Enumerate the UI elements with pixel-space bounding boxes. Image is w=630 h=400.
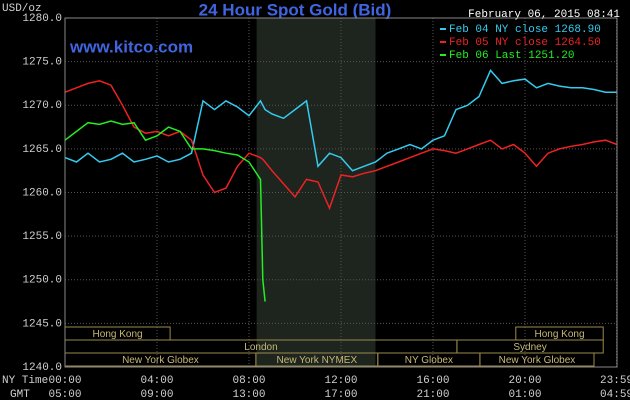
- session-label: New York Globex: [499, 355, 576, 366]
- y-tick-label: 1265.0: [22, 144, 62, 156]
- session-label: London: [244, 342, 277, 353]
- x2-tick-label: 17:00: [324, 389, 357, 400]
- session-label: Hong Kong: [93, 329, 143, 340]
- y-tick-label: 1250.0: [22, 275, 62, 287]
- x2-tick-label: 13:00: [232, 389, 265, 400]
- y-tick-label: 1270.0: [22, 100, 62, 112]
- series-line: [64, 69, 617, 172]
- x-tick-label: 12:00: [324, 375, 357, 387]
- x2-tick-label: 04:59: [600, 389, 630, 400]
- session-box: [479, 352, 595, 367]
- x2-tick-label: 01:00: [508, 389, 541, 400]
- x2-tick-label: 09:00: [140, 389, 173, 400]
- x-tick-label: 04:00: [140, 375, 173, 387]
- y-tick-label: 1255.0: [22, 231, 62, 243]
- y-unit-label: USD/oz: [2, 3, 42, 15]
- watermark: www.kitco.com: [69, 37, 193, 56]
- chart-title: 24 Hour Spot Gold (Bid): [199, 0, 392, 19]
- x-tick-label: 08:00: [232, 375, 265, 387]
- x-tick-label: 16:00: [416, 375, 449, 387]
- y-tick-label: 1245.0: [22, 318, 62, 330]
- session-label: Sydney: [513, 342, 546, 353]
- session-label: New York Globex: [122, 355, 199, 366]
- x-axis-label: NY Time: [2, 375, 48, 387]
- y-tick-label: 1260.0: [22, 187, 62, 199]
- x2-axis-label: GMT: [10, 389, 30, 400]
- session-label: NY Globex: [405, 355, 453, 366]
- x-tick-label: 20:00: [508, 375, 541, 387]
- x2-tick-label: 21:00: [416, 389, 449, 400]
- series-line: [64, 120, 266, 302]
- y-tick-label: 1240.0: [22, 362, 62, 374]
- legend-label: Feb 05 NY close 1264.50: [449, 37, 601, 49]
- x2-tick-label: 05:00: [48, 389, 81, 400]
- x-tick-label: 00:00: [48, 375, 81, 387]
- y-tick-label: 1280.0: [22, 13, 62, 25]
- date-label: February 06, 2015 08:41: [468, 9, 620, 21]
- plot-border: [64, 17, 618, 368]
- session-label: Hong Kong: [534, 329, 584, 340]
- shaded-band: [256, 18, 376, 367]
- y-tick-label: 1275.0: [22, 57, 62, 69]
- legend-label: Feb 04 NY close 1268.90: [449, 24, 601, 36]
- legend-label: Feb 06 Last 1251.20: [449, 50, 574, 62]
- x-tick-label: 23:59: [600, 375, 630, 387]
- session-label: New York NYMEX: [277, 355, 358, 366]
